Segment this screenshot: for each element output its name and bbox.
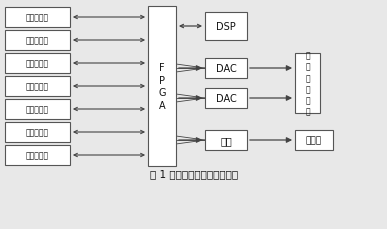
Bar: [295, 131, 333, 150]
Bar: [5, 100, 70, 120]
Text: DAC: DAC: [216, 94, 236, 104]
Text: DSP: DSP: [216, 22, 236, 32]
Bar: [205, 13, 247, 41]
Text: 上位机: 上位机: [306, 136, 322, 145]
Text: 串口: 串口: [220, 135, 232, 145]
Bar: [205, 59, 247, 79]
Text: F
P
G
A: F P G A: [158, 63, 166, 110]
Text: 温度传感器: 温度传感器: [26, 36, 49, 45]
Text: 温度传感器: 温度传感器: [26, 128, 49, 137]
Bar: [5, 145, 70, 165]
Bar: [5, 8, 70, 28]
Text: 温度传感器: 温度传感器: [26, 14, 49, 22]
Bar: [295, 54, 320, 114]
Text: 温度传感器: 温度传感器: [26, 151, 49, 160]
Bar: [5, 123, 70, 142]
Bar: [148, 7, 176, 166]
Bar: [205, 131, 247, 150]
Text: 温度传感器: 温度传感器: [26, 82, 49, 91]
Bar: [5, 31, 70, 51]
Bar: [205, 89, 247, 109]
Text: 后
端
控
制
电
路: 后 端 控 制 电 路: [305, 52, 310, 116]
Text: 温度传感器: 温度传感器: [26, 59, 49, 68]
Text: 温度传感器: 温度传感器: [26, 105, 49, 114]
Text: DAC: DAC: [216, 64, 236, 74]
Text: 图 1 温控电路的整体结构框图: 图 1 温控电路的整体结构框图: [150, 168, 238, 178]
Bar: [5, 77, 70, 97]
Bar: [5, 54, 70, 74]
